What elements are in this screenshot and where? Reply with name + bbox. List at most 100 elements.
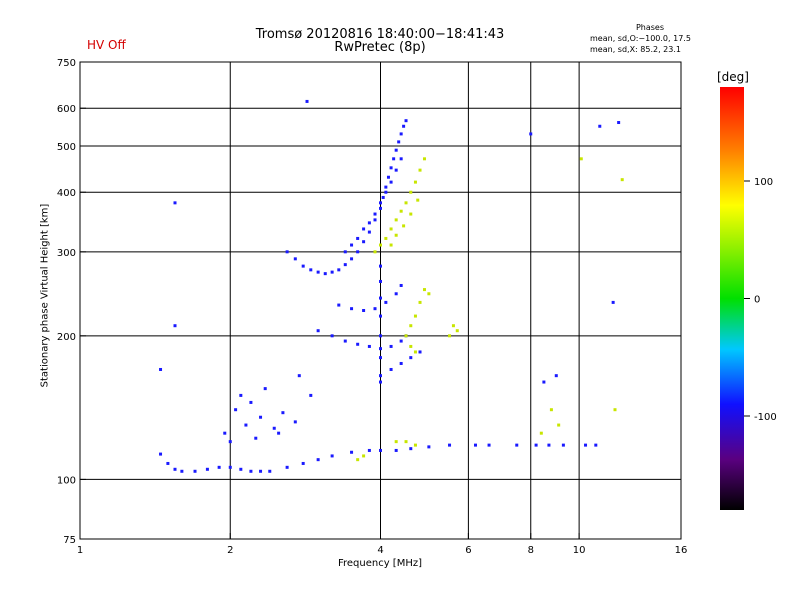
data-point	[413, 350, 417, 354]
data-point	[223, 431, 227, 435]
data-point	[394, 440, 398, 444]
data-point	[180, 469, 184, 473]
data-point	[330, 334, 334, 338]
data-point	[239, 393, 243, 397]
data-point	[301, 461, 305, 465]
data-point	[389, 227, 393, 231]
data-point	[337, 268, 341, 272]
data-point	[373, 212, 377, 216]
chart-title: Tromsø 20120816 18:40:00−18:41:43	[255, 27, 505, 42]
axis-ticks: 1 2 4 6 8 10 16 75 100 200 300 400 500 600 750	[57, 58, 687, 556]
data-point	[249, 400, 253, 404]
data-point	[487, 443, 491, 447]
data-point	[404, 201, 408, 205]
data-point	[244, 423, 248, 427]
data-point	[272, 426, 276, 430]
x-tick-label: 4	[377, 545, 383, 556]
y-tick-label: 750	[57, 58, 76, 69]
data-point	[301, 264, 305, 268]
data-point	[166, 461, 170, 465]
data-point	[343, 339, 347, 343]
data-point	[399, 339, 403, 343]
data-point	[413, 314, 417, 318]
data-point	[451, 324, 455, 328]
phases-o-stats: mean, sd,O:−100.0, 17.5	[590, 34, 691, 43]
data-point	[389, 344, 393, 348]
data-point	[384, 300, 388, 304]
data-point	[249, 469, 253, 473]
data-point	[356, 236, 360, 240]
data-point	[373, 250, 377, 254]
data-point	[413, 443, 417, 447]
data-point	[350, 243, 354, 247]
data-point	[217, 465, 221, 469]
data-point	[379, 279, 382, 283]
data-point	[422, 288, 426, 292]
data-point	[409, 356, 413, 360]
data-point	[259, 415, 263, 419]
data-point	[422, 157, 426, 161]
data-point	[611, 300, 615, 304]
data-point	[159, 452, 163, 456]
data-point	[539, 431, 543, 435]
data-point	[413, 180, 417, 184]
data-point	[399, 283, 403, 287]
y-tick-label: 400	[57, 188, 76, 199]
data-point	[263, 387, 267, 391]
data-point	[305, 99, 309, 103]
data-point	[281, 411, 285, 415]
data-points	[159, 99, 624, 473]
data-point	[367, 448, 371, 452]
data-point	[455, 329, 459, 333]
data-point	[350, 450, 354, 454]
data-point	[613, 408, 617, 412]
data-point	[617, 121, 621, 125]
data-point	[297, 374, 301, 378]
data-point	[367, 344, 371, 348]
data-point	[404, 119, 408, 123]
data-point	[379, 347, 382, 351]
data-point	[228, 465, 232, 469]
data-point	[389, 180, 393, 184]
data-point	[394, 233, 398, 237]
data-point	[409, 324, 413, 328]
phases-x-stats: mean, sd,X: 85.2, 23.1	[590, 45, 681, 54]
data-point	[373, 307, 377, 311]
data-point	[584, 443, 588, 447]
data-point	[384, 236, 388, 240]
colorbar-tick-label: -100	[754, 412, 777, 423]
data-point	[316, 329, 320, 333]
data-point	[316, 270, 320, 274]
x-tick-label: 10	[573, 545, 586, 556]
data-point	[397, 140, 401, 144]
data-point	[356, 250, 360, 254]
colorbar-tick-label: 100	[754, 177, 773, 188]
data-point	[362, 240, 366, 244]
chart-subtitle: RwPretec (8p)	[334, 40, 426, 55]
data-point	[389, 367, 393, 371]
data-point	[285, 465, 289, 469]
colorbar-ticks: 100 0 -100	[744, 177, 777, 423]
colorbar	[720, 87, 744, 510]
data-point	[549, 408, 553, 412]
data-point	[173, 467, 177, 471]
data-point	[554, 374, 558, 378]
data-point	[159, 367, 163, 371]
colorbar-unit-label: [deg]	[717, 70, 749, 84]
data-point	[356, 342, 360, 346]
data-point	[356, 458, 360, 462]
data-point	[386, 175, 390, 179]
data-point	[418, 350, 422, 354]
data-point	[379, 296, 382, 300]
data-point	[323, 272, 327, 276]
data-point	[579, 157, 583, 161]
data-point	[529, 132, 533, 136]
data-point	[418, 300, 422, 304]
data-point	[293, 420, 297, 424]
data-point	[399, 157, 403, 161]
phases-title: Phases	[635, 23, 665, 32]
data-point	[515, 443, 519, 447]
data-point	[193, 469, 197, 473]
data-point	[362, 308, 366, 312]
